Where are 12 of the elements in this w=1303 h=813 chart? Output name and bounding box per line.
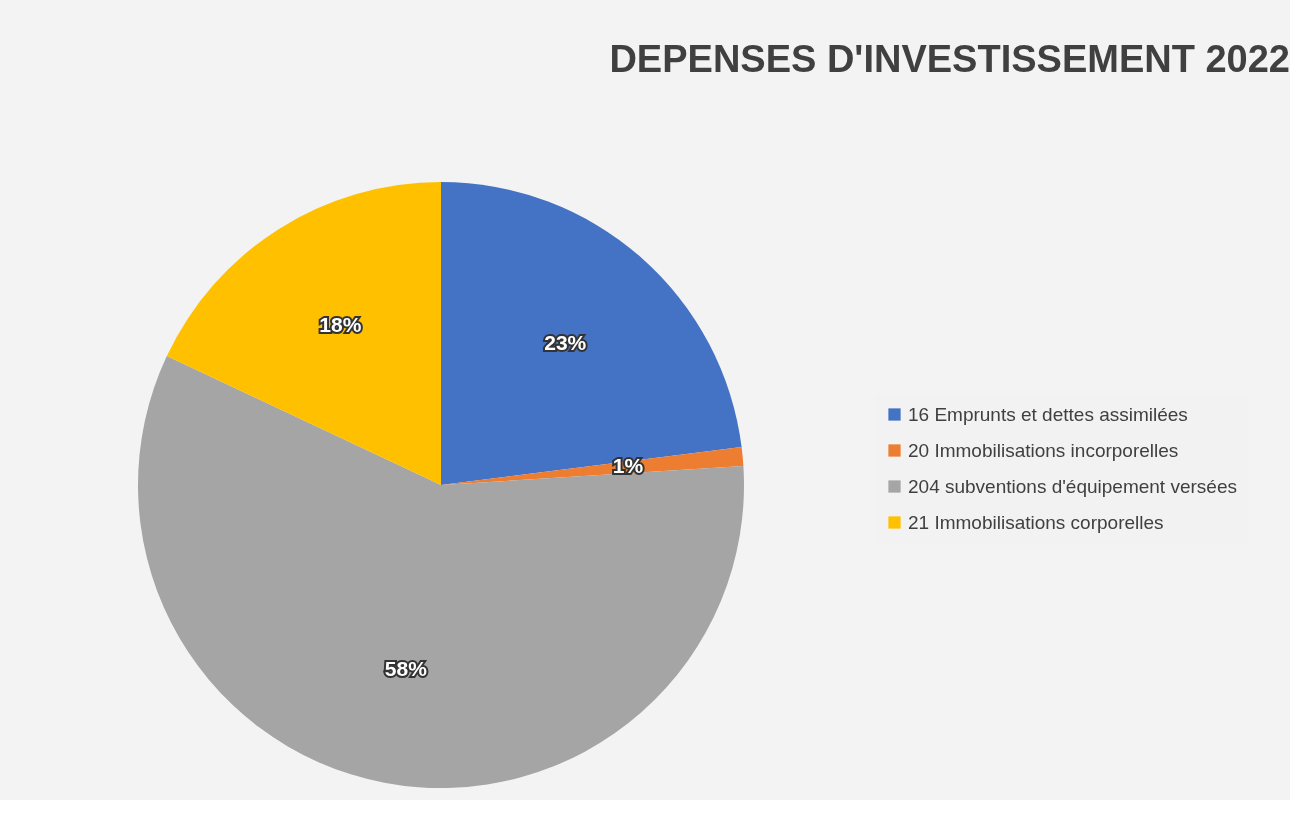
pie-slice (166, 182, 441, 485)
legend-label: 21 Immobilisations corporelles (908, 511, 1164, 533)
legend-label: 16 Emprunts et dettes assimilées (908, 403, 1188, 425)
data-label: 58% (384, 656, 428, 680)
legend-label: 204 subventions d'équipement versées (908, 475, 1237, 497)
data-label: 23% (544, 331, 587, 355)
data-label: 18% (319, 313, 362, 337)
data-label: 1% (612, 454, 644, 478)
chart-title: DEPENSES D'INVESTISSEMENT 2022 (609, 38, 1290, 80)
pie-slice (138, 355, 744, 788)
pie-slice (441, 182, 742, 485)
legend-label: 20 Immobilisations incorporelles (908, 439, 1179, 461)
